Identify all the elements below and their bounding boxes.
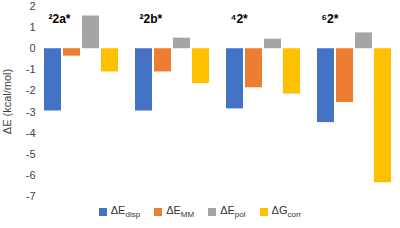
svg-text:1: 1 [29, 21, 35, 33]
svg-text:2: 2 [29, 0, 35, 12]
svg-text:⁴2*: ⁴2* [231, 12, 249, 26]
svg-text:²2b*: ²2b* [140, 12, 163, 26]
svg-text:-1: -1 [26, 63, 36, 75]
svg-text:-6: -6 [26, 169, 36, 181]
svg-text:-3: -3 [26, 106, 36, 118]
svg-text:-2: -2 [26, 84, 36, 96]
svg-text:-7: -7 [26, 190, 36, 202]
svg-text:ΔE (kcal/mol): ΔE (kcal/mol) [1, 69, 13, 134]
svg-text:0: 0 [29, 42, 35, 54]
html-text:ΔEpol: ΔEpol [220, 204, 246, 220]
html-text:ΔEMM: ΔEMM [166, 204, 195, 220]
html-text:ΔGcorr: ΔGcorr [271, 204, 302, 220]
svg-text:-4: -4 [26, 127, 36, 139]
svg-text:²2a*: ²2a* [49, 12, 71, 26]
svg-text:-5: -5 [26, 148, 36, 160]
html-text:ΔEdisp: ΔEdisp [110, 204, 141, 220]
svg-text:⁶2*: ⁶2* [322, 12, 339, 26]
